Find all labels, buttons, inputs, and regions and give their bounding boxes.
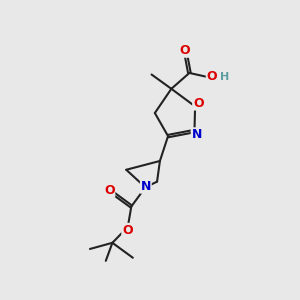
Text: O: O bbox=[122, 224, 133, 236]
Text: N: N bbox=[191, 128, 202, 141]
Text: O: O bbox=[193, 97, 203, 110]
Text: H: H bbox=[220, 72, 230, 82]
Text: N: N bbox=[141, 180, 151, 193]
Text: O: O bbox=[206, 70, 217, 83]
Text: O: O bbox=[179, 44, 190, 57]
Text: O: O bbox=[104, 184, 115, 196]
